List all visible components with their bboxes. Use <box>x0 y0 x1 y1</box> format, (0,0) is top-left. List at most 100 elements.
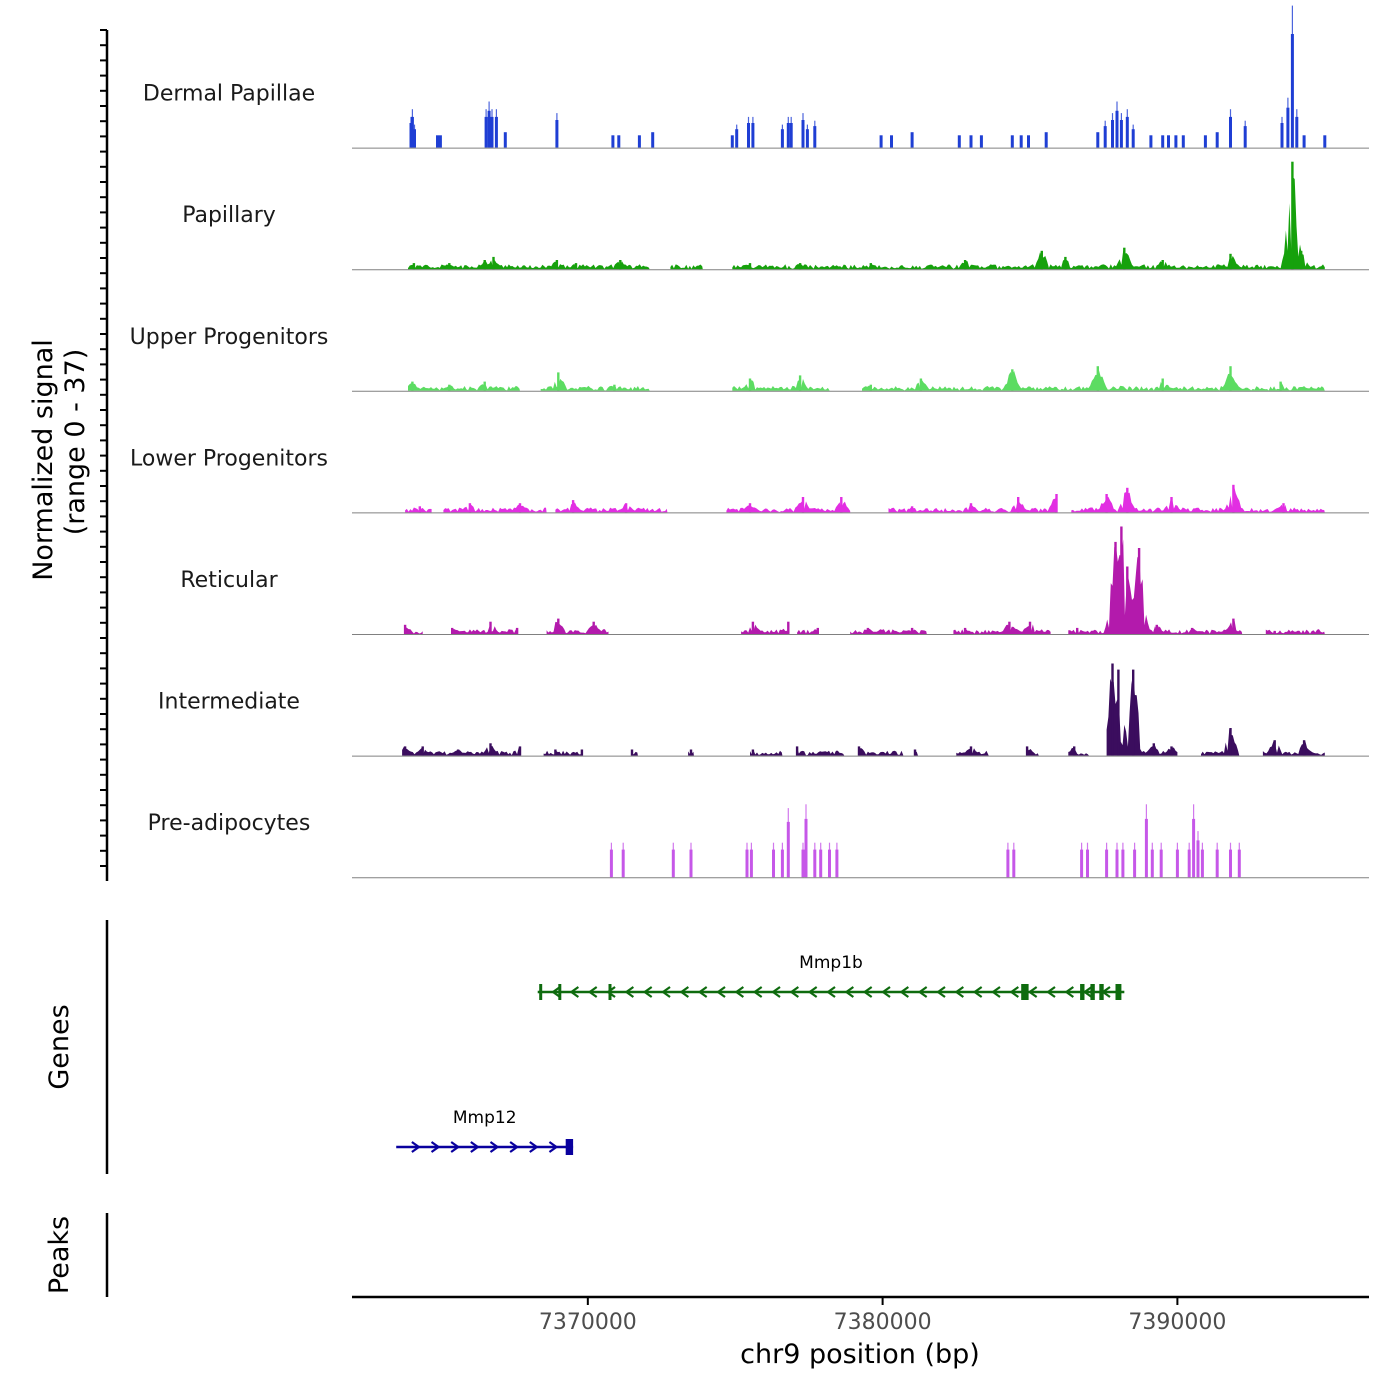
track-label: Pre-adipocytes <box>148 811 311 836</box>
signal-bar-tip <box>1151 842 1153 878</box>
signal-area <box>543 750 582 756</box>
signal-peak <box>1152 743 1155 756</box>
signal-area <box>1071 486 1325 513</box>
signal-bar-tip <box>781 842 783 878</box>
signal-bar <box>617 135 621 148</box>
signal-area <box>546 621 609 634</box>
signal-peak <box>1064 256 1067 270</box>
gene-exon <box>1080 984 1085 1000</box>
signal-peak <box>1025 746 1029 756</box>
signal-bar-tip <box>1188 842 1190 878</box>
signal-bar-tip <box>790 116 792 148</box>
signal-bar-tip <box>805 804 807 878</box>
signal-area <box>1201 728 1240 756</box>
signal-area <box>408 383 520 391</box>
strand-chevron <box>1082 986 1093 998</box>
signal-area <box>405 626 423 634</box>
signal-bar <box>957 135 961 148</box>
signal-peak <box>1117 669 1120 756</box>
signal-peak <box>748 503 752 513</box>
signal-bar-tip <box>1116 101 1118 148</box>
signal-area <box>888 497 1057 513</box>
signal-bar-tip <box>746 842 748 878</box>
signal-peak <box>1040 250 1043 270</box>
gene-exon <box>539 984 543 1000</box>
signal-bar-tip <box>820 842 822 878</box>
signal-peak <box>403 746 407 756</box>
signal-bar-tip <box>772 842 775 878</box>
signal-bar-tip <box>672 842 674 878</box>
signal-area <box>732 378 830 391</box>
gene-exon <box>565 1139 574 1155</box>
gene-mmp12: Mmp12 <box>396 1108 574 1155</box>
signal-peak <box>592 621 595 634</box>
strand-chevron <box>551 986 561 998</box>
signal-area <box>956 748 989 756</box>
signal-peak <box>698 266 701 270</box>
gene-exon <box>1115 984 1122 1000</box>
signal-bar-tip <box>1145 804 1147 878</box>
signal-bar-tip <box>1296 109 1298 148</box>
strand-chevron <box>844 986 854 998</box>
signal-peak <box>1302 740 1306 756</box>
signal-area <box>688 751 694 756</box>
signal-peak <box>866 627 870 634</box>
gene-exon <box>608 984 612 1000</box>
signal-area <box>555 502 668 513</box>
signal-peak <box>1105 494 1108 513</box>
x-tick-label: 7390000 <box>1128 1310 1226 1335</box>
signal-bar-tip <box>1126 109 1128 148</box>
gene-exon <box>1099 984 1104 1000</box>
track-upper-progenitors: Upper Progenitors <box>130 325 1369 392</box>
signal-peak <box>1273 740 1276 756</box>
signal-bar-tip <box>1229 842 1232 878</box>
signal-bar <box>879 135 883 148</box>
strand-chevron <box>826 986 836 998</box>
track-label: Dermal Papillae <box>143 82 315 107</box>
signal-bar <box>1096 132 1100 148</box>
signal-peak <box>574 263 578 270</box>
signal-bar-tip <box>690 842 692 878</box>
signal-peak <box>403 624 407 634</box>
signal-peak <box>1161 260 1164 270</box>
signal-area <box>732 177 1325 270</box>
signal-peak <box>412 263 416 270</box>
signal-peak <box>910 506 914 513</box>
signal-area <box>632 751 638 756</box>
signal-bar-tip <box>802 842 804 878</box>
signal-bar <box>1203 135 1207 148</box>
signal-area <box>1106 673 1178 756</box>
signal-bar-tip <box>491 109 493 148</box>
signal-bar-tip <box>1176 842 1178 878</box>
signal-peak <box>795 746 799 756</box>
strand-chevron <box>529 1141 539 1153</box>
signal-area <box>750 750 783 756</box>
signal-peak <box>492 256 495 270</box>
signal-bar <box>1167 135 1170 148</box>
strand-chevron <box>789 986 799 998</box>
signal-bar-tip <box>556 113 558 148</box>
signal-peak <box>748 378 752 391</box>
signal-area <box>850 628 927 634</box>
gene-mmp1b: Mmp1b <box>537 953 1125 1000</box>
strand-chevron <box>1027 986 1038 998</box>
signal-peak <box>1273 630 1276 634</box>
signal-bar-tip <box>814 120 816 148</box>
signal-peak <box>483 381 486 391</box>
signal-peak <box>1232 484 1235 513</box>
signal-peak <box>1155 624 1158 634</box>
strand-chevron <box>470 1141 480 1153</box>
signal-peak <box>798 375 802 391</box>
strand-chevron <box>587 986 598 998</box>
signal-peak <box>448 384 451 391</box>
signal-bar <box>438 135 442 148</box>
strand-chevron <box>661 986 671 998</box>
gene-exon <box>558 984 562 1000</box>
signal-peak <box>468 503 472 513</box>
track-lower-progenitors: Lower Progenitors <box>130 446 1369 514</box>
strand-chevron <box>917 986 928 998</box>
signal-area <box>1068 539 1243 634</box>
gene-label: Mmp1b <box>799 953 863 973</box>
strand-chevron <box>881 986 891 998</box>
